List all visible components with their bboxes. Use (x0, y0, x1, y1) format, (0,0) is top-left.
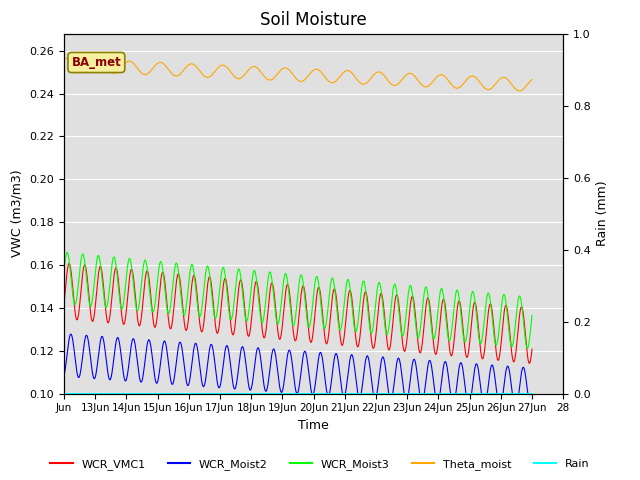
WCR_VMC1 (60, 301, 68, 307)
Theta_moist (63, 56, 70, 61)
Legend: WCR_VMC1, WCR_Moist2, WCR_Moist3, Theta_moist, Rain: WCR_VMC1, WCR_Moist2, WCR_Moist3, Theta_… (46, 455, 594, 474)
Line: WCR_Moist2: WCR_Moist2 (64, 334, 532, 411)
Theta_moist (429, 79, 436, 84)
WCR_VMC1 (515, 321, 522, 326)
WCR_Moist3 (528, 312, 536, 318)
Theta_moist (276, 69, 284, 74)
WCR_Moist3 (276, 316, 284, 322)
WCR_VMC1 (276, 336, 284, 342)
Text: BA_met: BA_met (72, 56, 121, 69)
WCR_Moist2 (67, 331, 75, 337)
WCR_Moist3 (515, 296, 522, 301)
Line: WCR_VMC1: WCR_VMC1 (64, 264, 532, 363)
WCR_Moist3 (429, 334, 436, 340)
Theta_moist (515, 88, 522, 94)
Rain (275, 391, 283, 396)
Y-axis label: VWC (m3/m3): VWC (m3/m3) (11, 170, 24, 257)
Rain (84, 391, 92, 396)
WCR_Moist2 (84, 337, 92, 343)
Rain (528, 391, 536, 396)
Theta_moist (84, 65, 92, 71)
Line: WCR_Moist3: WCR_Moist3 (64, 252, 532, 348)
WCR_VMC1 (288, 314, 296, 320)
Rain (515, 391, 522, 396)
WCR_Moist2 (527, 408, 535, 414)
WCR_VMC1 (528, 346, 536, 352)
WCR_VMC1 (515, 323, 522, 329)
WCR_Moist3 (60, 267, 68, 273)
WCR_Moist2 (429, 372, 436, 378)
Title: Soil Moisture: Soil Moisture (260, 11, 367, 29)
Line: Theta_moist: Theta_moist (64, 59, 532, 91)
Y-axis label: Rain (mm): Rain (mm) (596, 181, 609, 246)
Rain (60, 391, 68, 396)
Rain (429, 391, 436, 396)
WCR_Moist3 (84, 291, 92, 297)
WCR_Moist2 (515, 392, 522, 397)
Theta_moist (60, 56, 68, 62)
WCR_Moist3 (288, 318, 296, 324)
WCR_VMC1 (525, 360, 533, 366)
WCR_Moist3 (515, 295, 522, 300)
WCR_Moist2 (60, 372, 68, 378)
Theta_moist (528, 77, 536, 83)
WCR_VMC1 (84, 284, 92, 290)
Theta_moist (288, 70, 296, 76)
Theta_moist (515, 88, 523, 94)
Rain (288, 391, 296, 396)
WCR_Moist3 (524, 345, 531, 351)
WCR_VMC1 (429, 333, 436, 339)
X-axis label: Time: Time (298, 419, 329, 432)
WCR_Moist2 (288, 358, 296, 363)
Rain (515, 391, 522, 396)
WCR_Moist2 (276, 382, 284, 388)
WCR_Moist3 (63, 250, 71, 255)
WCR_Moist2 (515, 394, 522, 399)
WCR_VMC1 (65, 261, 73, 266)
WCR_Moist2 (528, 407, 536, 412)
Theta_moist (515, 88, 522, 94)
